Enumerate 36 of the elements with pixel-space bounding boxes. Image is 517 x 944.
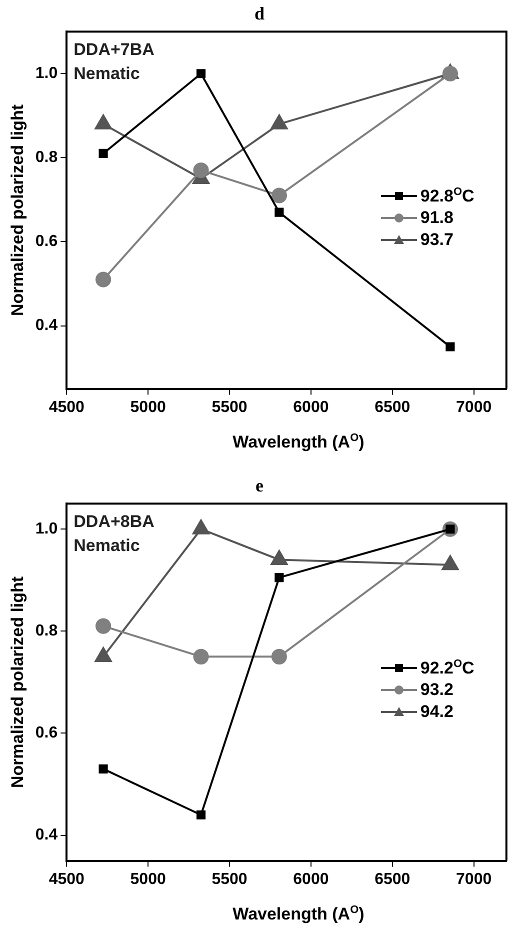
x-tick-label: 6000	[293, 870, 329, 888]
x-tick-label: 5500	[212, 870, 248, 888]
y-tick-label: 0.8	[35, 622, 58, 640]
y-tick-label: 1.0	[35, 65, 58, 82]
x-axis-title: Wavelength (A$^{O}$)	[232, 432, 366, 453]
x-axis-title: Wavelength (A$^{O}$)	[232, 904, 366, 925]
annotation: Nematic	[74, 64, 140, 83]
chart-title: d	[254, 3, 265, 24]
y-tick-label: 0.6	[35, 724, 58, 742]
legend-label: 91.8	[420, 208, 454, 228]
y-axis-title: Normalized polarized light	[8, 576, 27, 788]
legend-label: 92.2$^{O}$C	[420, 658, 474, 679]
x-tick-label: 4500	[48, 398, 85, 416]
x-tick-label: 7000	[456, 870, 492, 888]
annotation: DDA+8BA	[74, 512, 154, 531]
x-tick-label: 6500	[374, 870, 410, 888]
y-tick-label: 0.4	[35, 826, 58, 844]
chart-title: e	[256, 475, 264, 496]
annotation: DDA+7BA	[74, 40, 154, 59]
y-tick-label: 1.0	[35, 520, 58, 538]
annotation: Nematic	[74, 536, 140, 555]
x-tick-label: 5500	[212, 398, 248, 416]
x-tick-label: 7000	[456, 398, 492, 416]
legend-label: 92.8$^{O}$C	[420, 186, 474, 207]
y-tick-label: 0.4	[35, 317, 58, 334]
y-tick-label: 0.6	[35, 233, 58, 250]
y-axis-title: Normalized polarized light	[8, 104, 27, 316]
x-tick-label: 6000	[293, 398, 329, 416]
x-tick-label: 6500	[374, 398, 410, 416]
legend-label: 94.2	[420, 702, 454, 722]
legend-label: 93.7	[420, 230, 454, 250]
x-tick-label: 4500	[48, 870, 85, 888]
x-tick-label: 5000	[130, 398, 166, 416]
legend-label: 93.2	[420, 680, 454, 700]
y-tick-label: 0.8	[35, 149, 58, 166]
x-tick-label: 5000	[130, 870, 166, 888]
